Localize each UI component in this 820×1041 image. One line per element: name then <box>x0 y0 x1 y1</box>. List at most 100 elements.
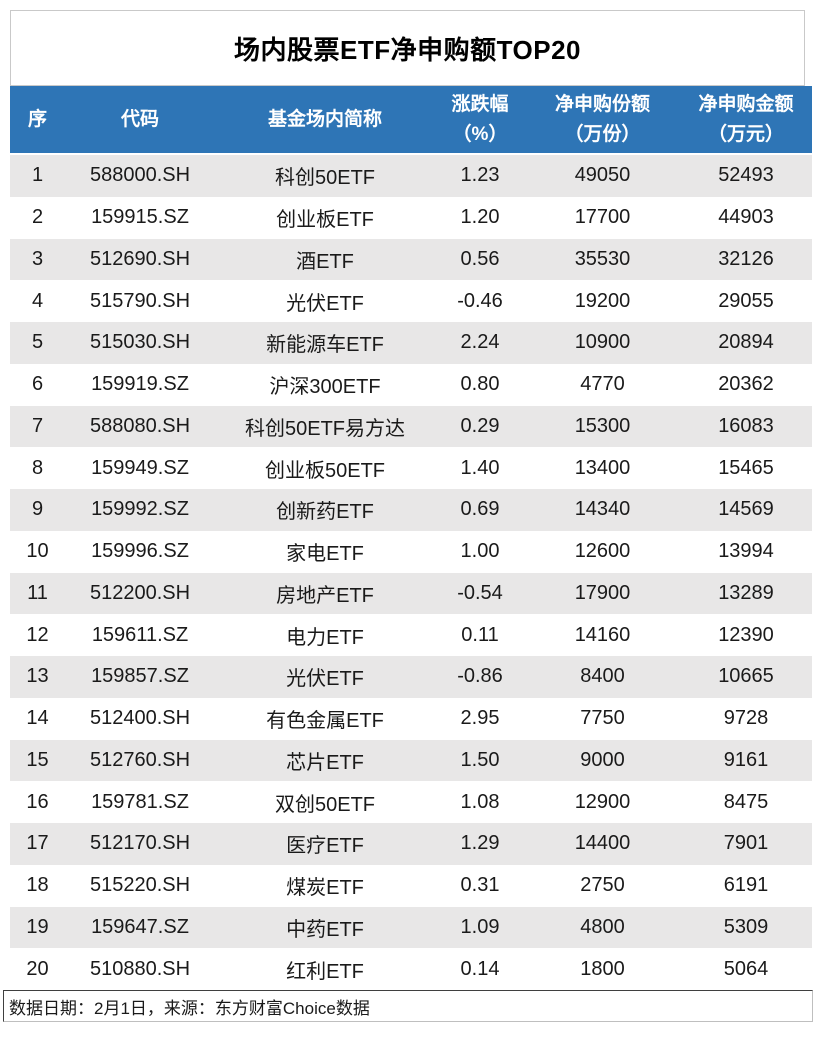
cell-shares: 17900 <box>574 581 631 604</box>
cell-change: 0.56 <box>460 247 500 270</box>
column-header-line1: 基金场内简称 <box>267 108 382 130</box>
cell-name: 科创50ETF <box>274 167 376 190</box>
cell-shares: 10900 <box>574 331 631 354</box>
cell-amount: 5309 <box>723 915 769 938</box>
table-row: 11 512200.SH 房地产ETF -0.54 17900 13289 <box>10 572 812 615</box>
etf-table: 序 代码 基金场内简称 涨跌幅 （%） 净申购份额 <box>10 86 812 990</box>
cell-change: 0.11 <box>461 623 499 646</box>
column-header: 代码 <box>65 86 215 155</box>
column-header: 涨跌幅 （%） <box>435 86 525 155</box>
cell-code: 159992.SZ <box>91 498 189 521</box>
cell-amount: 12390 <box>718 623 774 646</box>
cell-code: 512170.SH <box>89 832 191 855</box>
cell-rank: 2 <box>31 206 44 229</box>
cell-name: 有色金属ETF <box>266 710 384 733</box>
cell-shares: 14400 <box>574 832 631 855</box>
cell-amount: 13994 <box>718 540 774 563</box>
cell-amount: 16083 <box>718 414 774 437</box>
cell-amount: 14569 <box>718 498 774 521</box>
column-header-line1: 净申购份额 <box>554 94 650 116</box>
cell-code: 588080.SH <box>89 414 191 437</box>
cell-name: 双创50ETF <box>274 793 376 816</box>
cell-name: 新能源车ETF <box>266 334 384 357</box>
table-row: 18 515220.SH 煤炭ETF 0.31 2750 6191 <box>10 864 812 907</box>
cell-change: 0.31 <box>460 874 500 897</box>
cell-rank: 9 <box>31 498 44 521</box>
cell-shares: 15300 <box>574 414 631 437</box>
cell-rank: 7 <box>31 414 44 437</box>
cell-name: 创业板50ETF <box>264 459 386 482</box>
cell-name: 酒ETF <box>296 250 354 273</box>
table-row: 9 159992.SZ 创新药ETF 0.69 14340 14569 <box>10 489 812 531</box>
cell-code: 159919.SZ <box>91 373 189 396</box>
table-row: 1 588000.SH 科创50ETF 1.23 49050 52493 <box>10 154 812 197</box>
cell-code: 159915.SZ <box>91 206 189 229</box>
table-row: 17 512170.SH 医疗ETF 1.29 14400 7901 <box>10 823 812 865</box>
cell-rank: 11 <box>27 581 48 604</box>
table-row: 10 159996.SZ 家电ETF 1.00 12600 13994 <box>10 530 812 573</box>
table-row: 15 512760.SH 芯片ETF 1.50 9000 9161 <box>10 739 812 782</box>
cell-amount: 9161 <box>723 748 769 771</box>
cell-change: 0.14 <box>460 957 500 980</box>
column-header-line1: 代码 <box>120 108 159 130</box>
column-header-line2: （万元） <box>707 123 784 145</box>
column-header: 序 <box>10 86 65 155</box>
cell-shares: 9000 <box>580 748 625 771</box>
page-title: 场内股票ETF净申购额TOP20 <box>233 34 581 65</box>
cell-shares: 35530 <box>574 247 631 270</box>
table-row: 6 159919.SZ 沪深300ETF 0.80 4770 20362 <box>10 363 812 406</box>
table-row: 8 159949.SZ 创业板50ETF 1.40 13400 15465 <box>10 447 812 489</box>
cell-rank: 16 <box>26 790 49 813</box>
cell-code: 512690.SH <box>89 247 191 270</box>
cell-amount: 6191 <box>723 874 769 897</box>
cell-shares: 14340 <box>574 498 631 521</box>
header-row: 序 代码 基金场内简称 涨跌幅 （%） 净申购份额 <box>10 86 812 155</box>
column-header: 净申购金额 （万元） <box>680 86 812 155</box>
cell-name: 房地产ETF <box>276 584 374 607</box>
cell-name: 电力ETF <box>286 626 364 649</box>
cell-rank: 1 <box>31 164 44 187</box>
cell-name: 光伏ETF <box>286 292 364 315</box>
cell-shares: 49050 <box>574 164 631 187</box>
column-header-line2: （万份） <box>564 123 641 145</box>
cell-change: 2.95 <box>460 707 500 730</box>
cell-amount: 5064 <box>723 957 769 980</box>
cell-code: 159949.SZ <box>91 456 189 479</box>
cell-change: 1.09 <box>460 915 500 938</box>
cell-code: 510880.SH <box>89 957 191 980</box>
cell-rank: 12 <box>26 623 49 646</box>
table-row: 7 588080.SH 科创50ETF易方达 0.29 15300 16083 <box>10 405 812 448</box>
cell-change: -0.86 <box>457 665 503 688</box>
cell-code: 159611.SZ <box>91 623 189 646</box>
cell-code: 515790.SH <box>89 289 191 312</box>
cell-rank: 19 <box>26 915 49 938</box>
cell-rank: 18 <box>26 874 49 897</box>
etf-table-container: 序 代码 基金场内简称 涨跌幅 （%） 净申购份额 <box>10 86 812 990</box>
table-row: 13 159857.SZ 光伏ETF -0.86 8400 10665 <box>10 656 812 698</box>
cell-change: 1.20 <box>460 206 500 229</box>
column-header: 净申购份额 （万份） <box>525 86 680 155</box>
cell-change: -0.54 <box>457 581 503 604</box>
table-row: 14 512400.SH 有色金属ETF 2.95 7750 9728 <box>10 697 812 740</box>
cell-rank: 4 <box>31 289 44 312</box>
cell-rank: 10 <box>26 540 49 563</box>
cell-code: 159857.SZ <box>91 665 189 688</box>
cell-name: 家电ETF <box>286 543 364 566</box>
cell-name: 创新药ETF <box>276 501 374 524</box>
cell-code: 159996.SZ <box>91 540 189 563</box>
cell-change: 2.24 <box>460 331 500 354</box>
cell-amount: 15465 <box>718 456 774 479</box>
cell-code: 588000.SH <box>89 164 191 187</box>
table-row: 20 510880.SH 红利ETF 0.14 1800 5064 <box>10 948 812 990</box>
table-header: 序 代码 基金场内简称 涨跌幅 （%） 净申购份额 <box>10 86 812 155</box>
cell-code: 159647.SZ <box>91 915 189 938</box>
column-header-line1: 序 <box>27 108 47 130</box>
cell-amount: 10665 <box>718 665 774 688</box>
cell-shares: 13400 <box>574 456 631 479</box>
cell-amount: 44903 <box>718 206 774 229</box>
cell-amount: 8475 <box>723 790 769 813</box>
data-source-note: 数据日期：2月1日，来源：东方财富Choice数据 <box>3 990 813 1022</box>
table-row: 4 515790.SH 光伏ETF -0.46 19200 29055 <box>10 280 812 322</box>
cell-name: 中药ETF <box>286 918 364 941</box>
cell-shares: 4800 <box>580 915 625 938</box>
